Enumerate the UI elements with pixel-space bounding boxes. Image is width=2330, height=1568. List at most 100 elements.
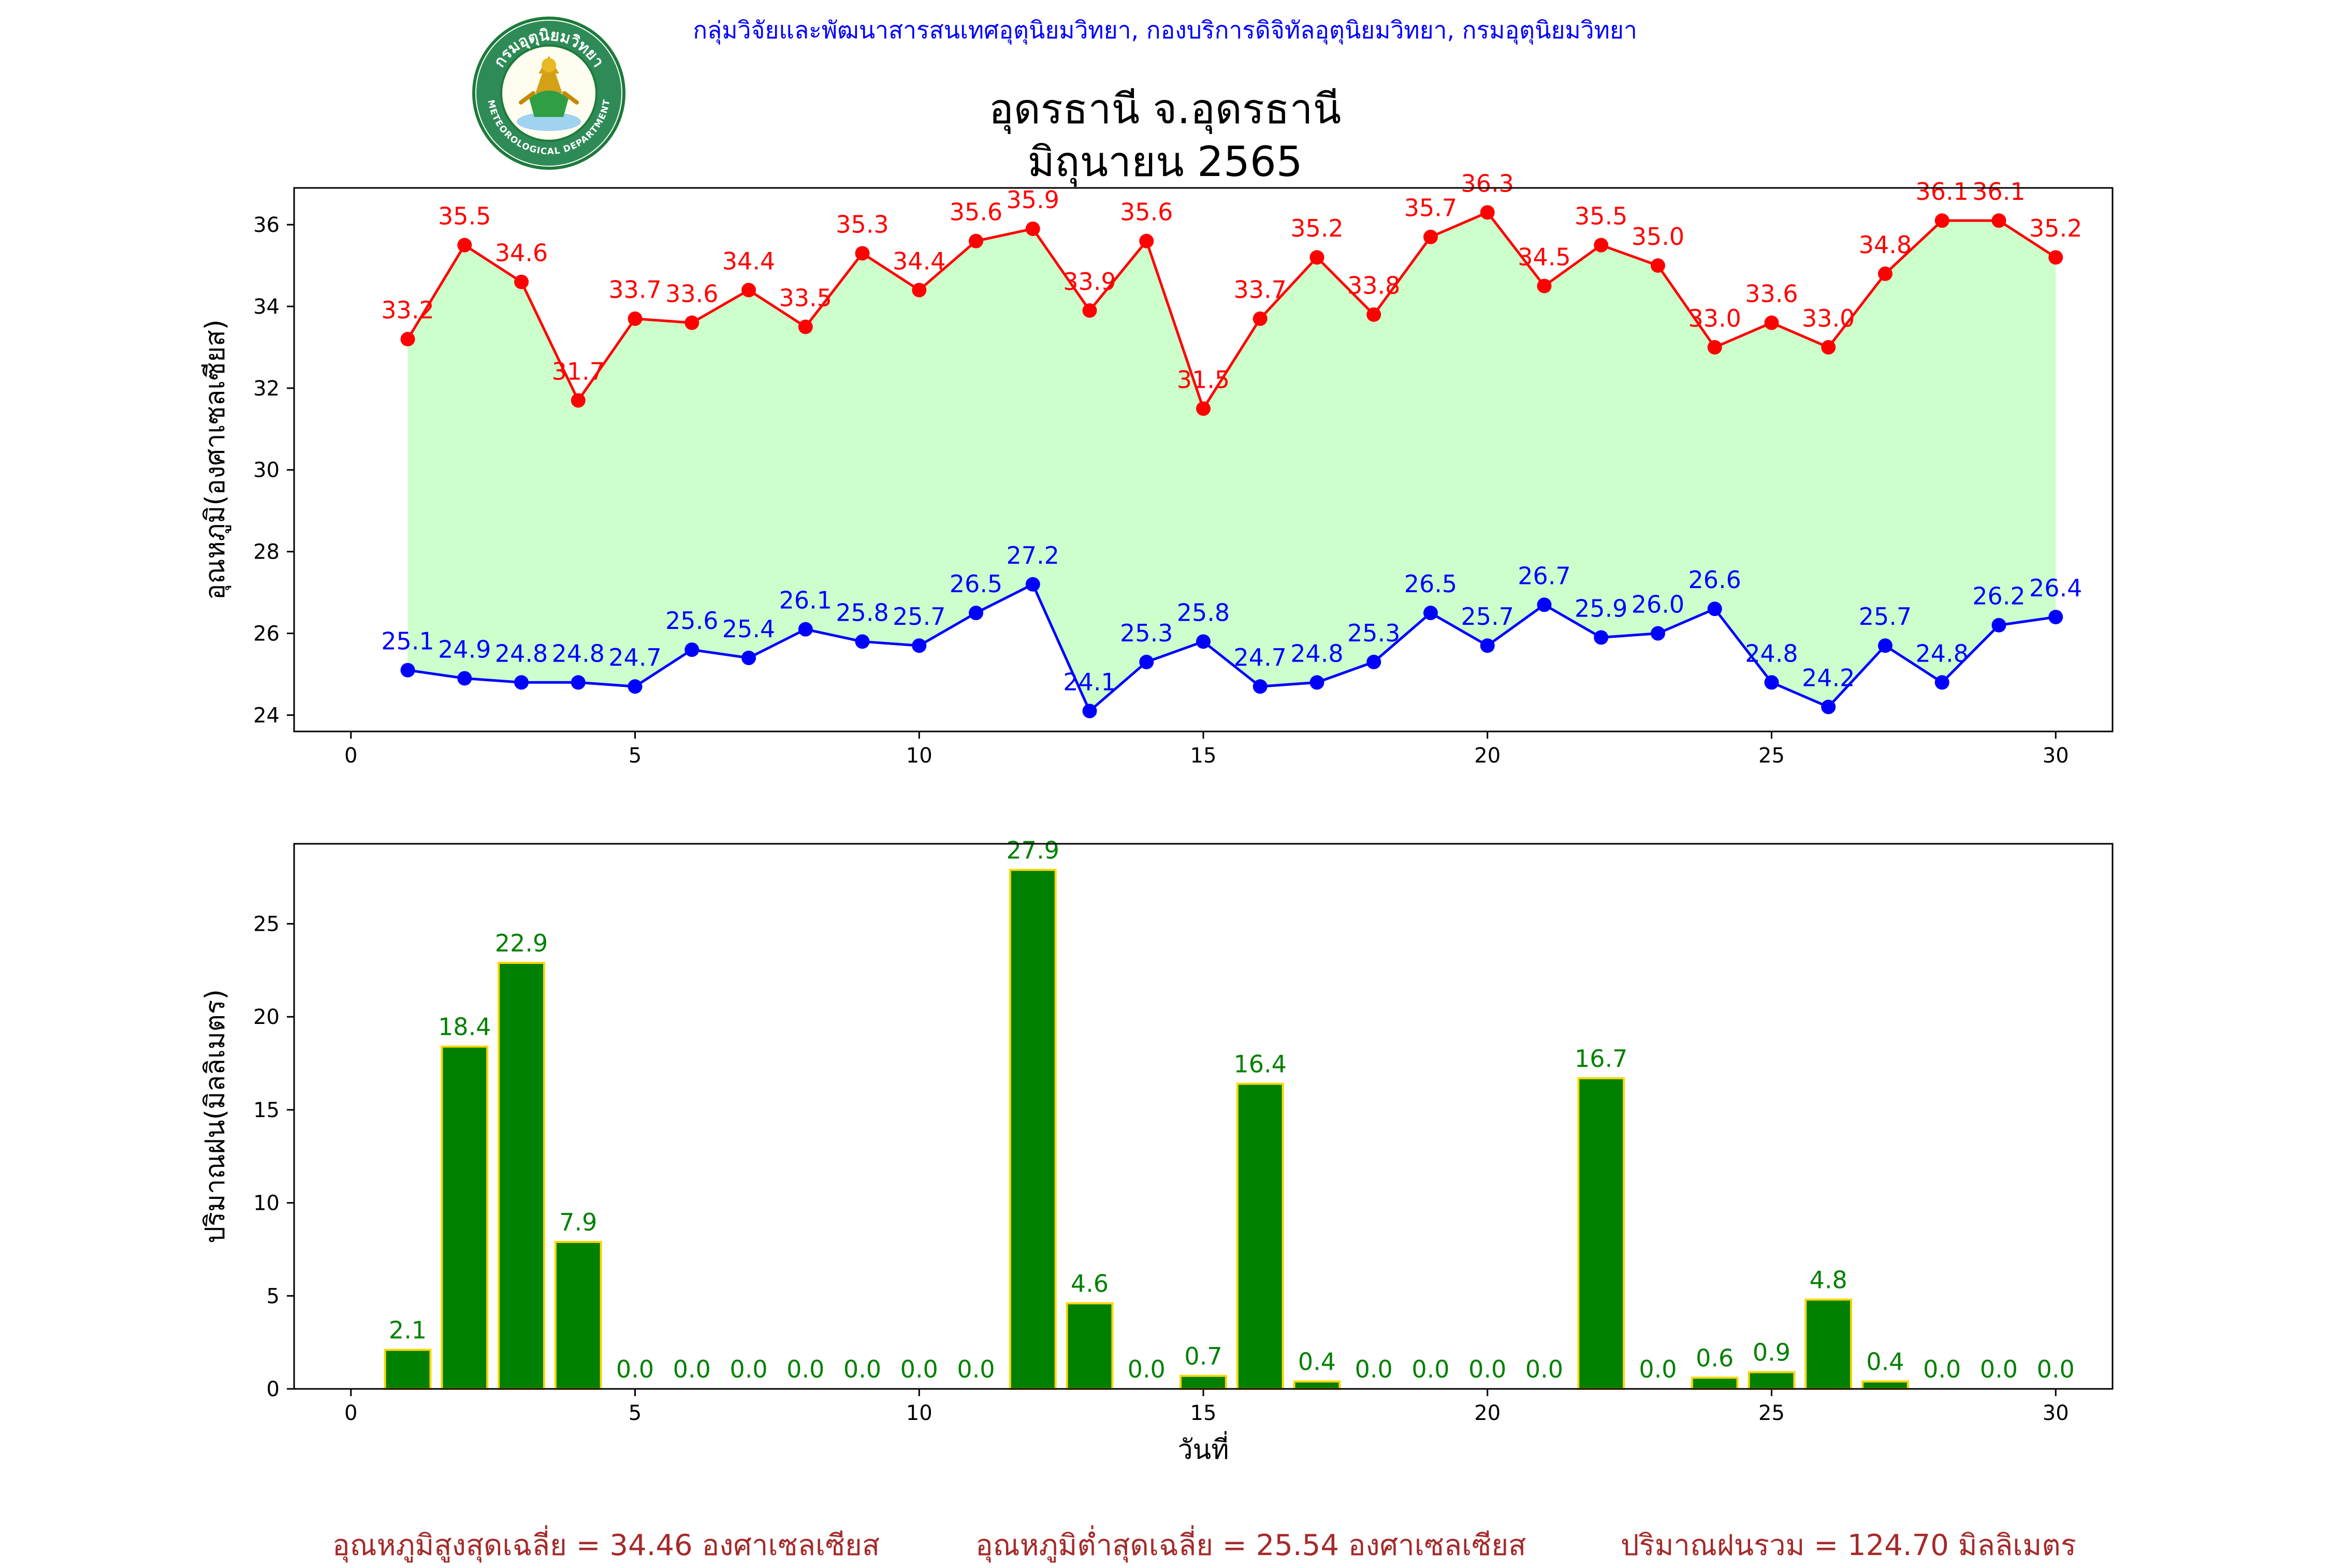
- data-label-min: 25.4: [722, 615, 775, 643]
- data-label-max: 34.4: [893, 247, 945, 275]
- rain-bar-label: 0.0: [957, 1355, 995, 1383]
- summary-avg-max: อุณหภูมิสูงสุดเฉลี่ย = 34.46 องศาเซลเซีย…: [332, 1529, 880, 1562]
- data-point-min: [912, 638, 927, 653]
- rain-x-tick-label: 30: [2043, 1401, 2069, 1425]
- data-label-min: 25.7: [893, 603, 945, 631]
- rain-bar: [1691, 1376, 1739, 1390]
- data-point-min: [1082, 704, 1097, 719]
- data-label-min: 25.8: [836, 598, 889, 626]
- data-point-min: [1991, 618, 2006, 633]
- data-point-min: [1139, 654, 1154, 669]
- rain-bar-label: 0.0: [616, 1355, 654, 1383]
- rain-x-tick-label: 5: [629, 1401, 642, 1425]
- data-point-min: [1196, 634, 1211, 649]
- data-label-max: 35.2: [2029, 214, 2082, 242]
- temp-y-tick-label: 36: [253, 213, 280, 237]
- temp-y-tick-label: 34: [253, 295, 280, 319]
- title-station: อุดรธานี จ.อุดรธานี: [988, 85, 1342, 133]
- data-label-max: 36.1: [1916, 178, 1969, 206]
- header-credit: กลุ่มวิจัยและพัฒนาสารสนเทศอุตุนิยมวิทยา,…: [693, 16, 1637, 44]
- rain-x-tick-label: 15: [1190, 1401, 1217, 1425]
- data-label-max: 31.5: [1177, 365, 1230, 393]
- data-point-max: [1821, 340, 1836, 355]
- rain-bar-label: 16.4: [1234, 1050, 1287, 1078]
- data-label-min: 25.3: [1120, 619, 1173, 647]
- temp-x-tick-label: 10: [906, 744, 933, 768]
- data-point-max: [1025, 221, 1040, 236]
- data-point-max: [912, 283, 927, 298]
- rain-bar-label: 27.9: [1007, 836, 1059, 864]
- data-point-min: [1537, 597, 1552, 612]
- rain-y-tick-label: 0: [267, 1378, 280, 1401]
- data-label-max: 35.0: [1632, 223, 1684, 251]
- data-label-max: 33.6: [1745, 280, 1798, 308]
- data-point-max: [400, 332, 415, 347]
- data-point-max: [1651, 258, 1665, 273]
- data-point-max: [855, 246, 870, 261]
- rain-x-tick-label: 20: [1474, 1401, 1501, 1425]
- data-point-min: [1253, 679, 1268, 694]
- data-point-max: [1309, 250, 1324, 265]
- data-point-min: [1594, 630, 1609, 645]
- data-point-max: [1707, 340, 1722, 355]
- data-label-max: 33.9: [1063, 268, 1116, 296]
- temp-x-tick-label: 5: [629, 744, 642, 768]
- temp-x-tick-label: 30: [2043, 744, 2069, 768]
- rain-bar-label: 0.0: [1468, 1355, 1506, 1383]
- rain-x-tick-label: 10: [906, 1401, 933, 1425]
- data-point-max: [685, 315, 700, 330]
- data-point-max: [2048, 250, 2063, 265]
- data-point-min: [1480, 638, 1495, 653]
- data-label-max: 36.1: [1972, 178, 2025, 206]
- data-label-max: 31.7: [552, 358, 605, 386]
- temp-x-tick-label: 25: [1758, 744, 1785, 768]
- rain-bar-label: 2.1: [389, 1316, 427, 1344]
- rain-bar-label: 7.9: [559, 1208, 597, 1236]
- data-label-min: 26.2: [1972, 582, 2025, 610]
- data-label-min: 26.4: [2029, 574, 2082, 602]
- data-label-min: 27.2: [1007, 541, 1059, 569]
- rain-bar-label: 0.7: [1184, 1342, 1222, 1370]
- series-line-max: [406, 211, 2057, 412]
- data-point-min: [798, 622, 813, 637]
- temp-y-tick-label: 32: [253, 377, 280, 401]
- rain-bar: [384, 1349, 432, 1390]
- data-label-min: 24.8: [552, 639, 605, 667]
- rain-bar-label: 0.0: [843, 1355, 881, 1383]
- rain-bar-label: 0.0: [1980, 1355, 2018, 1383]
- data-label-max: 36.3: [1461, 169, 1514, 197]
- data-point-max: [628, 311, 643, 326]
- rain-bar-label: 16.7: [1575, 1045, 1627, 1073]
- data-point-max: [1764, 315, 1779, 330]
- rain-bar-label: 0.0: [2037, 1355, 2075, 1383]
- temp-y-tick-label: 30: [253, 459, 280, 482]
- data-label-min: 25.9: [1575, 594, 1627, 622]
- rain-bar-label: 0.0: [1639, 1355, 1677, 1383]
- rain-bar-label: 0.4: [1298, 1348, 1336, 1376]
- data-label-min: 26.5: [950, 570, 1002, 598]
- data-label-min: 24.8: [495, 639, 548, 667]
- rain-bar-label: 0.0: [1411, 1355, 1449, 1383]
- rain-bar: [1179, 1374, 1227, 1390]
- summary-avg-min: อุณหภูมิต่ำสุดเฉลี่ย = 25.54 องศาเซลเซีย…: [975, 1529, 1526, 1562]
- rain-bar: [1748, 1371, 1796, 1390]
- data-label-max: 35.6: [950, 198, 1002, 226]
- rain-bar-label: 18.4: [438, 1013, 491, 1041]
- data-label-min: 24.9: [438, 635, 491, 663]
- rain-bar-label: 0.0: [1923, 1355, 1961, 1383]
- rain-bar-label: 0.0: [1525, 1355, 1563, 1383]
- data-point-min: [2048, 609, 2063, 624]
- data-point-max: [457, 238, 472, 253]
- temp-y-tick-label: 26: [253, 622, 280, 646]
- temp-y-tick-label: 28: [253, 540, 280, 564]
- data-label-min: 24.7: [608, 643, 661, 671]
- data-point-min: [685, 642, 700, 657]
- data-point-min: [1821, 699, 1836, 714]
- rain-x-axis-label: วันที่: [1177, 1431, 1229, 1466]
- data-label-min: 25.8: [1177, 598, 1230, 626]
- temp-y-axis-label: อุณหภูมิ(องศาเซลเซียส): [200, 319, 231, 600]
- data-point-min: [1366, 654, 1381, 669]
- data-label-max: 35.5: [438, 202, 491, 230]
- data-label-min: 26.1: [779, 587, 832, 614]
- data-label-min: 25.7: [1461, 603, 1514, 631]
